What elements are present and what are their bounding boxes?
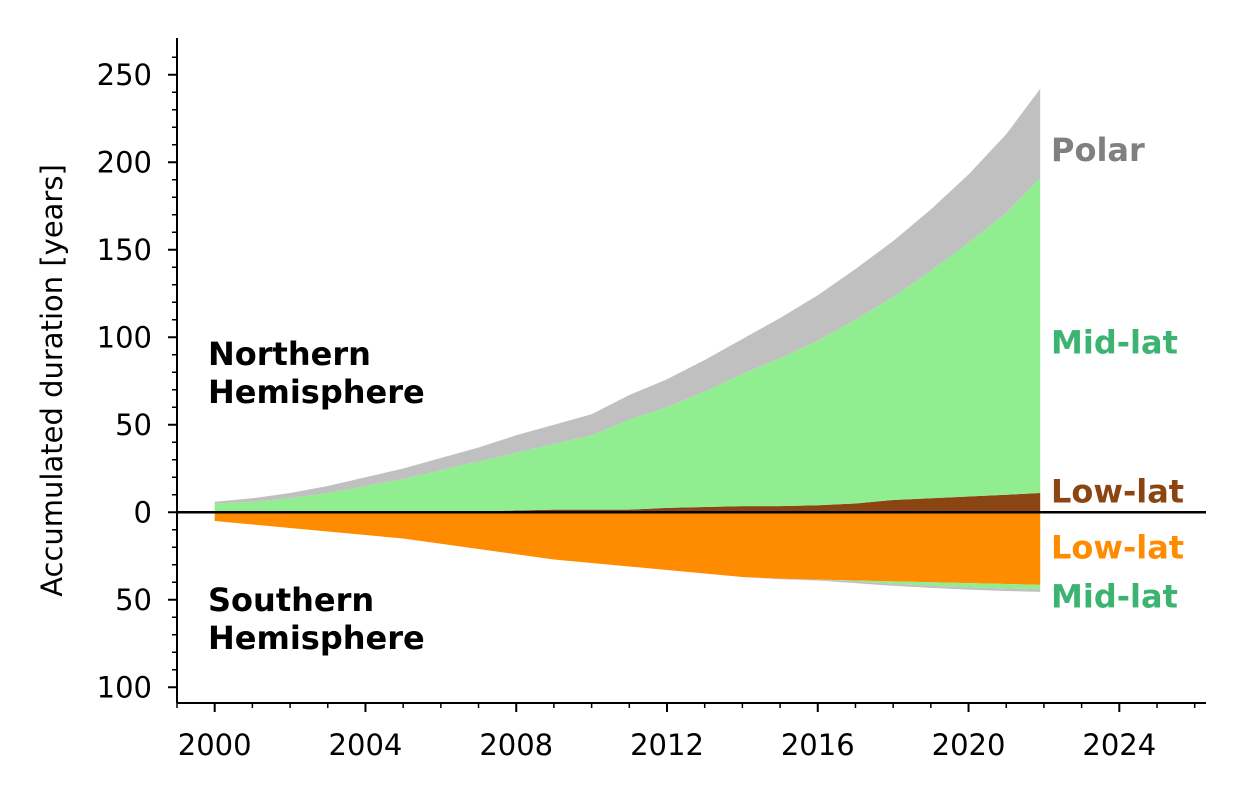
x-tick-label: 2012 — [630, 728, 704, 762]
y-tick-label: 150 — [97, 233, 152, 267]
x-tick-label: 2016 — [781, 728, 855, 762]
axes: 250 200 150 100 50 0 50 100 2000 2004 2008 2012 2016… — [97, 38, 1206, 762]
south-low-lat-area — [214, 512, 1041, 585]
x-tick-label: 2000 — [178, 728, 252, 762]
y-tick-label: 50 — [115, 583, 152, 617]
y-tick-label: 200 — [97, 145, 152, 179]
southern-hemisphere-label-line-2: Hemisphere — [208, 619, 425, 657]
series-label-mid-lat: Mid-lat — [1051, 577, 1178, 615]
series-label-low-lat: Low-lat — [1051, 528, 1184, 566]
x-tick-label: 2008 — [479, 728, 553, 762]
north-polar-area — [214, 88, 1041, 504]
y-tick-label: 100 — [97, 320, 152, 354]
northern-hemisphere-label-line-1: Northern — [208, 335, 371, 373]
northern-hemisphere-label-line-2: Hemisphere — [208, 373, 425, 411]
series-label-low-lat: Low-lat — [1051, 472, 1184, 510]
series-label-mid-lat: Mid-lat — [1051, 324, 1178, 362]
north-mid-lat-area — [214, 178, 1041, 513]
x-tick-label: 2020 — [932, 728, 1006, 762]
southern-hemisphere-label-line-1: Southern — [208, 581, 374, 619]
y-tick-label: 100 — [97, 670, 152, 704]
x-tick-label: 2004 — [329, 728, 403, 762]
y-axis-label: Accumulated duration [years] — [35, 164, 69, 597]
x-tick-label: 2024 — [1082, 728, 1156, 762]
series-label-polar: Polar — [1051, 131, 1145, 169]
stacked-areas — [214, 88, 1041, 592]
y-tick-label: 0 — [134, 495, 152, 529]
y-tick-label: 50 — [115, 408, 152, 442]
north-low-lat-area — [214, 493, 1041, 513]
series-labels: Polar Mid-lat Low-lat Low-lat Mid-lat — [1051, 131, 1184, 615]
y-tick-label: 250 — [97, 58, 152, 92]
